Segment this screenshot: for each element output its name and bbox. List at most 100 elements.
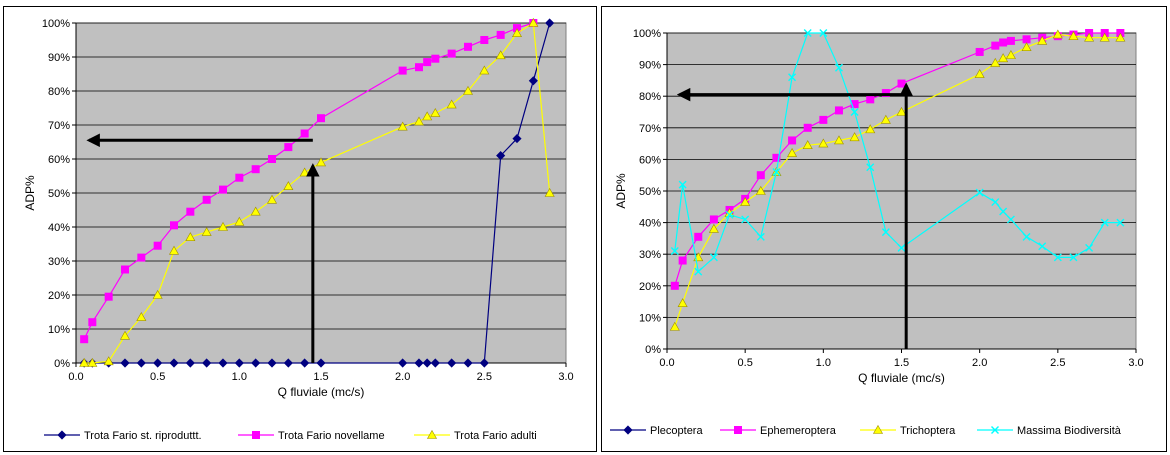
data-point (136, 358, 146, 368)
chart-panel-left: 0% 10% 20% 30% 40% 50% 60% 70% 80% 90% 100% 0.0 0.5 1… (3, 6, 597, 452)
data-point (300, 129, 309, 138)
marker-stroke (999, 207, 1008, 216)
data-point (787, 147, 798, 157)
data-point (217, 221, 229, 231)
data-point (422, 358, 432, 368)
data-point (316, 358, 326, 368)
y-tick-label: 80% (639, 91, 661, 103)
data-point (1100, 218, 1109, 227)
data-point (446, 99, 457, 109)
marker-stroke (866, 163, 875, 172)
y-tick-label: 70% (639, 123, 661, 135)
legend-label: Plecoptera (650, 425, 703, 437)
data-point (849, 132, 860, 142)
y-tick-label: 10% (639, 312, 661, 324)
x-tick-label: 1.5 (313, 371, 328, 383)
data-point (201, 226, 212, 236)
data-point (544, 187, 555, 197)
y-tick-label: 40% (48, 222, 70, 234)
data-point (398, 66, 407, 75)
data-point (168, 245, 180, 255)
data-point (430, 107, 441, 117)
data-point (202, 195, 211, 204)
data-point (397, 121, 408, 131)
data-point (975, 188, 984, 197)
data-point (152, 289, 163, 299)
data-point (1068, 31, 1079, 40)
marker-stroke (991, 198, 1000, 207)
data-point (1006, 36, 1015, 45)
marker-stroke (819, 29, 828, 37)
data-point (136, 311, 147, 321)
data-point (251, 165, 260, 174)
y-tick-label: 60% (639, 154, 661, 166)
data-point (87, 357, 98, 367)
data-point (137, 253, 146, 262)
data-point (1037, 35, 1048, 45)
data-point (250, 206, 261, 216)
y-tick-label: 90% (639, 60, 661, 72)
chart-panel-right: 0% 10% 20% 30% 40% 50% 60% 70% 80% 90% 100% 0.0 0.5 1… (601, 6, 1167, 452)
data-point (881, 228, 890, 237)
marker-stroke (975, 188, 984, 197)
y-tick-label: 20% (48, 290, 70, 302)
data-point (219, 185, 227, 194)
data-point (772, 168, 781, 177)
data-point (79, 357, 90, 367)
legend-label: Ephemeroptera (760, 425, 837, 437)
y-tick-label: 0% (54, 358, 70, 370)
data-point (772, 153, 781, 162)
data-point (998, 53, 1009, 63)
data-point (413, 116, 425, 126)
data-point (881, 89, 890, 98)
legend-marker (252, 431, 260, 439)
marker-stroke (725, 210, 734, 219)
marker-stroke (1006, 215, 1015, 224)
marker-stroke (670, 247, 679, 256)
x-tick-label: 1.5 (894, 357, 909, 369)
data-point (670, 247, 679, 256)
data-point (283, 358, 293, 368)
data-point (974, 68, 985, 78)
data-point (186, 207, 195, 216)
y-tick-label: 60% (48, 154, 70, 166)
y-tick-label: 40% (639, 218, 661, 230)
y-tick-label: 50% (48, 188, 70, 200)
data-point (284, 143, 293, 152)
data-point (464, 42, 472, 51)
y-tick-label: 0% (645, 344, 661, 356)
chart-svg-left: 0% 10% 20% 30% 40% 50% 60% 70% 80% 90% 100% 0.0 0.5 1… (23, 17, 574, 442)
data-point (283, 181, 294, 190)
data-point (423, 58, 432, 67)
data-point (865, 124, 876, 134)
legend-marker (57, 430, 67, 440)
data-point (850, 100, 859, 109)
data-point (669, 321, 680, 331)
data-point (990, 57, 1001, 67)
marker-stroke (803, 29, 812, 37)
y-tick-label: 100% (633, 28, 661, 40)
marker-stroke (709, 253, 718, 262)
marker-stroke (772, 168, 781, 177)
data-point (153, 358, 163, 368)
legend: Plecoptera Ephemeroptera Trichoptera Massim… (610, 424, 1122, 437)
data-point (234, 216, 245, 226)
marker-stroke (850, 108, 859, 116)
data-point (1005, 50, 1016, 59)
y-tick-label: 90% (48, 52, 70, 64)
data-point (1084, 32, 1095, 42)
data-point (422, 111, 433, 121)
data-point (1021, 42, 1032, 52)
data-point (866, 163, 875, 172)
data-point (495, 50, 506, 60)
data-point (677, 298, 688, 307)
data-point (818, 138, 829, 148)
x-axis-label: Q fluviale (mc/s) (858, 371, 945, 385)
marker-stroke (1085, 243, 1094, 252)
data-point (153, 241, 162, 250)
data-point (430, 358, 440, 368)
data-point (267, 358, 277, 368)
x-tick-label: 3.0 (1128, 357, 1143, 369)
data-point (991, 41, 1000, 50)
marker-stroke (694, 267, 703, 276)
